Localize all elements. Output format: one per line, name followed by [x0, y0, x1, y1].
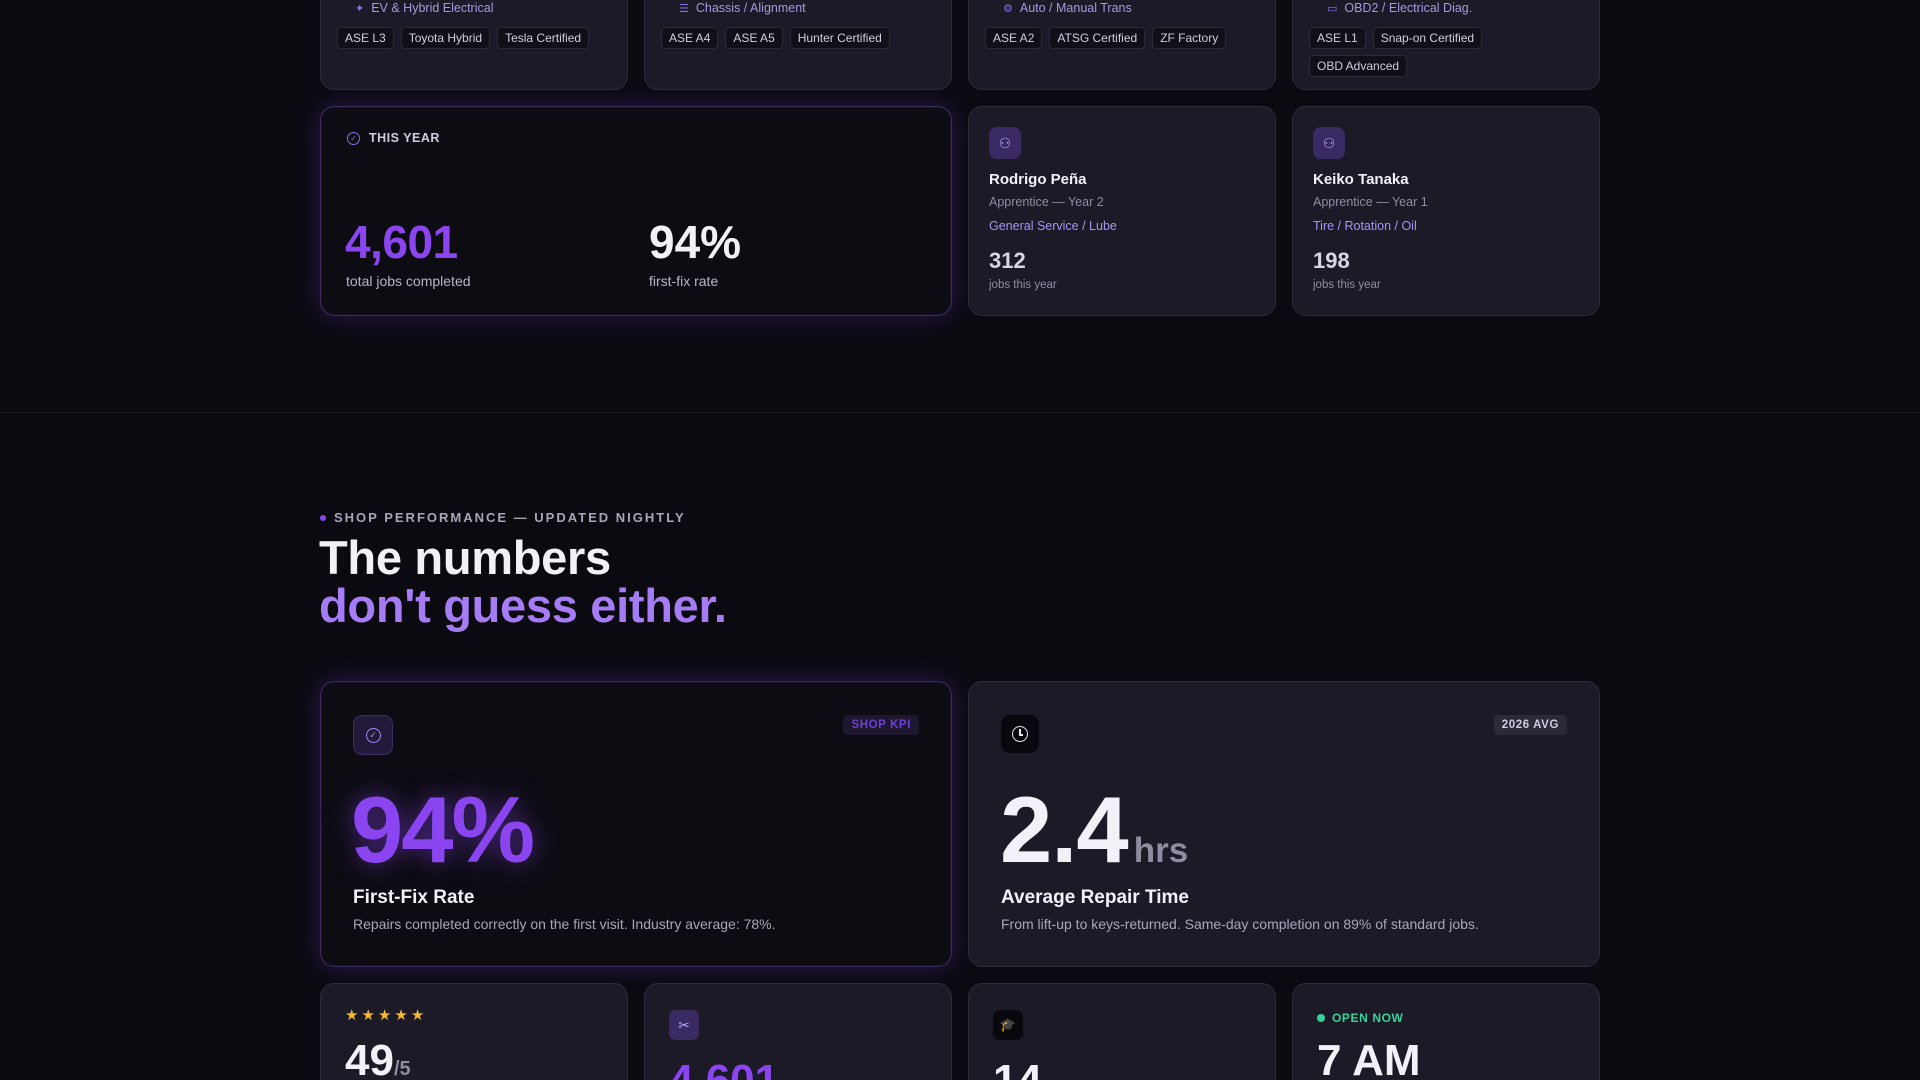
cert-list: ASE L3 Toyota Hybrid Tesla Certified	[337, 27, 615, 49]
headline-line1: The numbers	[319, 531, 611, 584]
user-plus-icon: ⚇	[989, 127, 1021, 159]
apprentice-card: ⚇ Keiko Tanaka Apprentice — Year 1 Tire …	[1292, 106, 1600, 316]
apprentice-jobs: 198	[1313, 248, 1350, 273]
hours-card: OPEN NOW 7 AM	[1292, 983, 1600, 1080]
kpi-desc: Repairs completed correctly on the first…	[353, 916, 776, 932]
headline-line2: don't guess either.	[319, 579, 727, 632]
cert-list: ASE L1 Snap-on Certified OBD Advanced	[1309, 27, 1587, 77]
performance-eyebrow: SHOP PERFORMANCE — UPDATED NIGHTLY	[320, 510, 686, 525]
open-label: OPEN NOW	[1332, 1011, 1404, 1025]
section-divider	[0, 412, 1920, 413]
kpi-title: First-Fix Rate	[353, 887, 475, 908]
open-time: 7 AM	[1317, 1036, 1421, 1080]
rating-stars: ★ ★ ★ ★ ★	[345, 1006, 427, 1025]
year-summary-label: THIS YEAR	[369, 131, 440, 145]
cert-list: ASE A4 ASE A5 Hunter Certified	[661, 27, 939, 49]
specialist-card-chassis: ☰ Chassis / Alignment ASE A4 ASE A5 Hunt…	[644, 0, 952, 90]
total-jobs-label: total jobs completed	[346, 273, 471, 289]
star-icon: ★	[410, 1007, 425, 1024]
sliders-icon: ☰	[679, 2, 689, 15]
star-icon: ★	[377, 1007, 392, 1024]
cert-chip: Hunter Certified	[789, 27, 890, 49]
cert-chip: ASE A4	[661, 27, 719, 49]
gear-icon: ⚙	[1003, 2, 1013, 15]
cert-chip: ASE A5	[725, 27, 783, 49]
dot-icon	[320, 514, 326, 521]
check-circle-icon: ✓	[347, 131, 360, 145]
star-icon: ★	[361, 1007, 375, 1024]
specialist-specialty: Auto / Manual Trans	[1019, 1, 1132, 15]
specialist-specialty: Chassis / Alignment	[695, 1, 806, 15]
repair-time-value: 2.4	[1000, 777, 1129, 882]
apprentice-jobs: 312	[989, 248, 1026, 273]
clock-icon	[1001, 715, 1039, 753]
check-circle-icon: ✓	[353, 715, 393, 755]
first-fix-big-value: 94%	[351, 777, 535, 882]
specialist-card-trans: ⚙ Auto / Manual Trans ASE A2 ATSG Certif…	[968, 0, 1276, 90]
wrench-icon: ✂	[669, 1010, 699, 1040]
cert-list: ASE A2 ATSG Certified ZF Factory	[985, 27, 1263, 49]
status-dot-icon	[1317, 1014, 1325, 1022]
total-jobs-value: 4,601	[345, 216, 458, 268]
apprentice-jobs-label: jobs this year	[989, 279, 1057, 291]
techs-value: 14	[993, 1056, 1042, 1080]
jobs-value: 4,601	[669, 1056, 779, 1080]
first-fix-value: 94%	[649, 216, 742, 268]
jobs-card: ✂ 4,601	[644, 983, 952, 1080]
apprentice-name: Keiko Tanaka	[1313, 171, 1409, 188]
cert-chip: ATSG Certified	[1049, 27, 1146, 49]
kpi-badge: SHOP KPI	[843, 715, 919, 735]
cert-chip: Snap-on Certified	[1372, 27, 1483, 49]
cert-chip: Toyota Hybrid	[400, 27, 491, 49]
monitor-icon: ▭	[1327, 2, 1338, 15]
techs-card: 🎓 14	[968, 983, 1276, 1080]
kpi-desc: From lift-up to keys-returned. Same-day …	[1001, 916, 1479, 932]
cert-chip: Tesla Certified	[497, 27, 590, 49]
apprentice-role: Apprentice — Year 2	[989, 195, 1104, 209]
year-summary-card: ✓ THIS YEAR 4,601 total jobs completed 9…	[320, 106, 952, 316]
apprentice-card: ⚇ Rodrigo Peña Apprentice — Year 2 Gener…	[968, 106, 1276, 316]
apprentice-role: Apprentice — Year 1	[1313, 195, 1428, 209]
specialist-card-obd: ▭ OBD2 / Electrical Diag. ASE L1 Snap-on…	[1292, 0, 1600, 90]
specialist-specialty: EV & Hybrid Electrical	[371, 1, 494, 15]
kpi-title: Average Repair Time	[1001, 887, 1189, 908]
apprentice-jobs-label: jobs this year	[1313, 279, 1381, 291]
kpi-badge: 2026 AVG	[1493, 715, 1567, 735]
star-icon: ★	[394, 1007, 408, 1024]
cert-chip: ZF Factory	[1152, 27, 1227, 49]
cert-chip: ASE L3	[337, 27, 394, 49]
performance-headline: The numbers don't guess either.	[319, 534, 727, 630]
rating-unit: /5	[393, 1058, 411, 1080]
apprentice-specialty: General Service / Lube	[989, 219, 1117, 233]
kpi-repair-time-card: 2026 AVG 2.4 hrs Average Repair Time Fro…	[968, 681, 1600, 967]
user-plus-icon: ⚇	[1313, 127, 1345, 159]
kpi-first-fix-card: ✓ SHOP KPI 94% First-Fix Rate Repairs co…	[320, 681, 952, 967]
specialist-specialty: OBD2 / Electrical Diag.	[1344, 1, 1473, 15]
cert-chip: ASE L1	[1309, 27, 1366, 49]
first-fix-label: first-fix rate	[649, 273, 719, 289]
rating-value: 49	[345, 1036, 394, 1080]
cert-chip: OBD Advanced	[1309, 55, 1408, 77]
apprentice-name: Rodrigo Peña	[989, 171, 1087, 188]
graduation-cap-icon: 🎓	[993, 1010, 1023, 1040]
rating-card: ★ ★ ★ ★ ★ 49 /5	[320, 983, 628, 1080]
star-icon: ★	[345, 1007, 359, 1024]
bolt-icon: ✦	[355, 2, 365, 15]
apprentice-specialty: Tire / Rotation / Oil	[1313, 219, 1417, 233]
specialist-card-ev: ✦ EV & Hybrid Electrical ASE L3 Toyota H…	[320, 0, 628, 90]
cert-chip: ASE A2	[985, 27, 1043, 49]
repair-time-unit: hrs	[1133, 831, 1189, 870]
